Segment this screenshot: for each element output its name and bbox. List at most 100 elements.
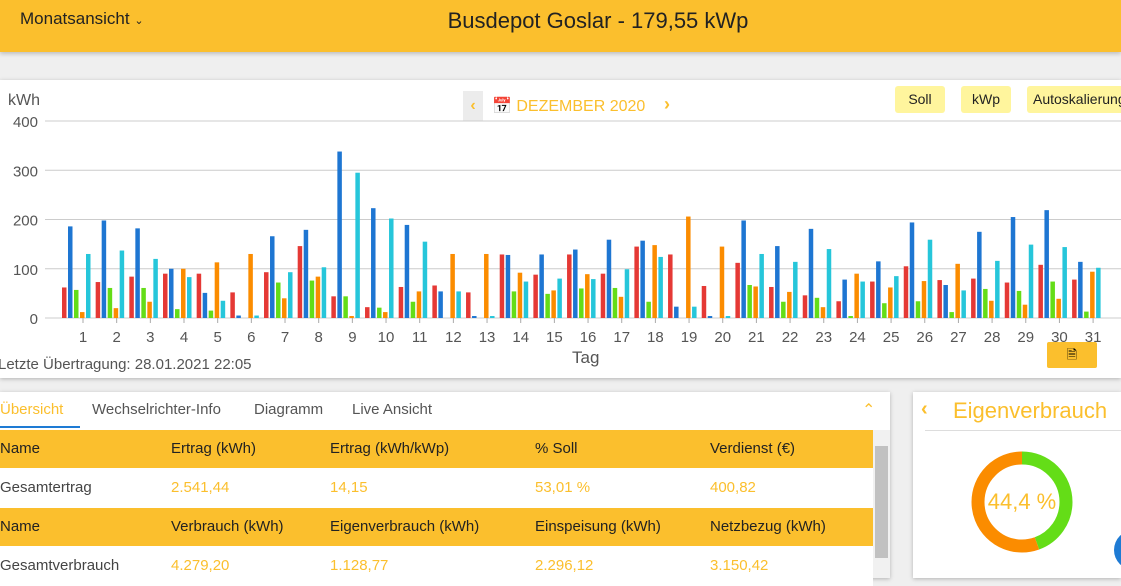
bar <box>371 208 376 318</box>
tab-uebersicht[interactable]: Übersicht <box>0 401 64 418</box>
col-header: Verdienst (€) <box>710 440 796 457</box>
bar <box>1062 247 1067 318</box>
bar <box>208 310 214 318</box>
tab-live-ansicht[interactable]: Live Ansicht <box>352 401 433 418</box>
kwp-toggle[interactable]: kWp <box>961 86 1011 113</box>
bar <box>355 172 360 318</box>
x-tick-label: 9 <box>348 329 356 346</box>
bar <box>129 276 134 318</box>
top-bar: Monatsansicht ⌄ Busdepot Goslar - 179,55… <box>0 0 1121 52</box>
bar <box>658 256 663 318</box>
bar <box>1090 271 1095 318</box>
file-code-icon[interactable]: 🗎 <box>1047 342 1097 368</box>
bar <box>288 272 293 318</box>
bar <box>1072 279 1077 318</box>
bar <box>254 315 259 318</box>
bar <box>432 285 437 318</box>
bar <box>591 279 596 318</box>
x-tick-label: 29 <box>1017 329 1034 346</box>
bar <box>624 269 630 318</box>
x-tick-label: 6 <box>247 329 255 346</box>
x-tick-label: 28 <box>984 329 1001 346</box>
bar <box>389 218 394 318</box>
bar <box>196 273 202 318</box>
bar <box>585 274 590 318</box>
bar <box>466 292 471 318</box>
table-header: Name Verbrauch (kWh) Eigenverbrauch (kWh… <box>0 508 873 546</box>
eigenverbrauch-card: ‹ Eigenverbrauch 44,4 % <box>913 392 1121 578</box>
bar <box>163 273 168 318</box>
bar <box>888 287 893 318</box>
bar <box>398 286 404 318</box>
col-header: Name <box>0 518 41 535</box>
tab-wechselrichter-info[interactable]: Wechselrichter-Info <box>92 401 221 418</box>
cell: 400,82 <box>710 479 756 496</box>
bar <box>903 266 909 318</box>
chevron-right-icon[interactable]: › <box>664 94 670 114</box>
x-tick-label: 21 <box>748 329 765 346</box>
bar <box>169 268 174 318</box>
col-header: Eigenverbrauch (kWh) <box>330 518 480 535</box>
bar <box>557 278 562 318</box>
cell: 14,15 <box>330 479 368 496</box>
bar <box>303 229 309 318</box>
x-tick-label: 20 <box>714 329 731 346</box>
x-tick-label: 2 <box>112 329 120 346</box>
bar <box>995 260 1000 318</box>
soll-toggle[interactable]: Soll <box>895 86 945 113</box>
bar <box>175 309 180 318</box>
bar <box>735 262 740 318</box>
donut-value: 44,4 % <box>988 489 1057 514</box>
bar <box>573 249 578 318</box>
y-tick-label: 400 <box>13 114 38 131</box>
bar <box>539 254 544 318</box>
bar <box>820 307 826 318</box>
bar <box>438 291 443 318</box>
x-tick-label: 18 <box>647 329 664 346</box>
bar <box>686 216 691 318</box>
bar <box>848 316 853 318</box>
fab-button[interactable] <box>1114 530 1121 570</box>
cell: 1.128,77 <box>330 557 389 574</box>
bar <box>343 296 348 318</box>
bar <box>107 287 113 318</box>
bar <box>781 301 786 318</box>
view-selector[interactable]: Monatsansicht ⌄ <box>20 9 144 29</box>
chevron-up-icon[interactable]: ⌃ <box>862 402 876 419</box>
month-label[interactable]: 📅 DEZEMBER 2020 <box>492 96 645 116</box>
bar <box>870 281 875 318</box>
bar <box>567 254 572 318</box>
x-axis-label: Tag <box>572 348 600 367</box>
overview-card: Übersicht Wechselrichter-Info Diagramm L… <box>0 392 890 586</box>
bar <box>719 246 725 318</box>
y-tick-label: 300 <box>13 163 38 180</box>
bar <box>153 258 158 318</box>
bar <box>1050 281 1055 318</box>
autoscale-toggle[interactable]: Autoskalierung <box>1027 86 1121 113</box>
bar <box>545 293 550 318</box>
x-tick-label: 30 <box>1051 329 1068 346</box>
bar <box>949 312 954 318</box>
table-row: Gesamtertrag 2.541,44 14,15 53,01 % 400,… <box>0 468 873 508</box>
bar <box>579 288 584 318</box>
chevron-left-icon[interactable]: ‹ <box>921 398 928 420</box>
x-tick-label: 19 <box>681 329 698 346</box>
bar <box>814 297 820 318</box>
bar <box>147 301 152 318</box>
scrollbar[interactable] <box>873 430 890 578</box>
bar <box>1038 264 1043 318</box>
bar <box>349 316 354 318</box>
bar <box>640 240 645 318</box>
bar <box>297 246 303 318</box>
bar <box>747 285 752 318</box>
donut-chart: 44,4 % <box>971 451 1073 553</box>
bar <box>141 287 146 318</box>
bar <box>1056 298 1061 318</box>
chevron-left-icon[interactable]: ‹ <box>463 91 483 121</box>
col-header: Verbrauch (kWh) <box>171 518 284 535</box>
bar <box>983 288 988 318</box>
bar <box>769 286 774 318</box>
tab-diagramm[interactable]: Diagramm <box>254 401 324 418</box>
bar <box>331 296 336 318</box>
scrollbar-thumb[interactable] <box>875 446 888 558</box>
